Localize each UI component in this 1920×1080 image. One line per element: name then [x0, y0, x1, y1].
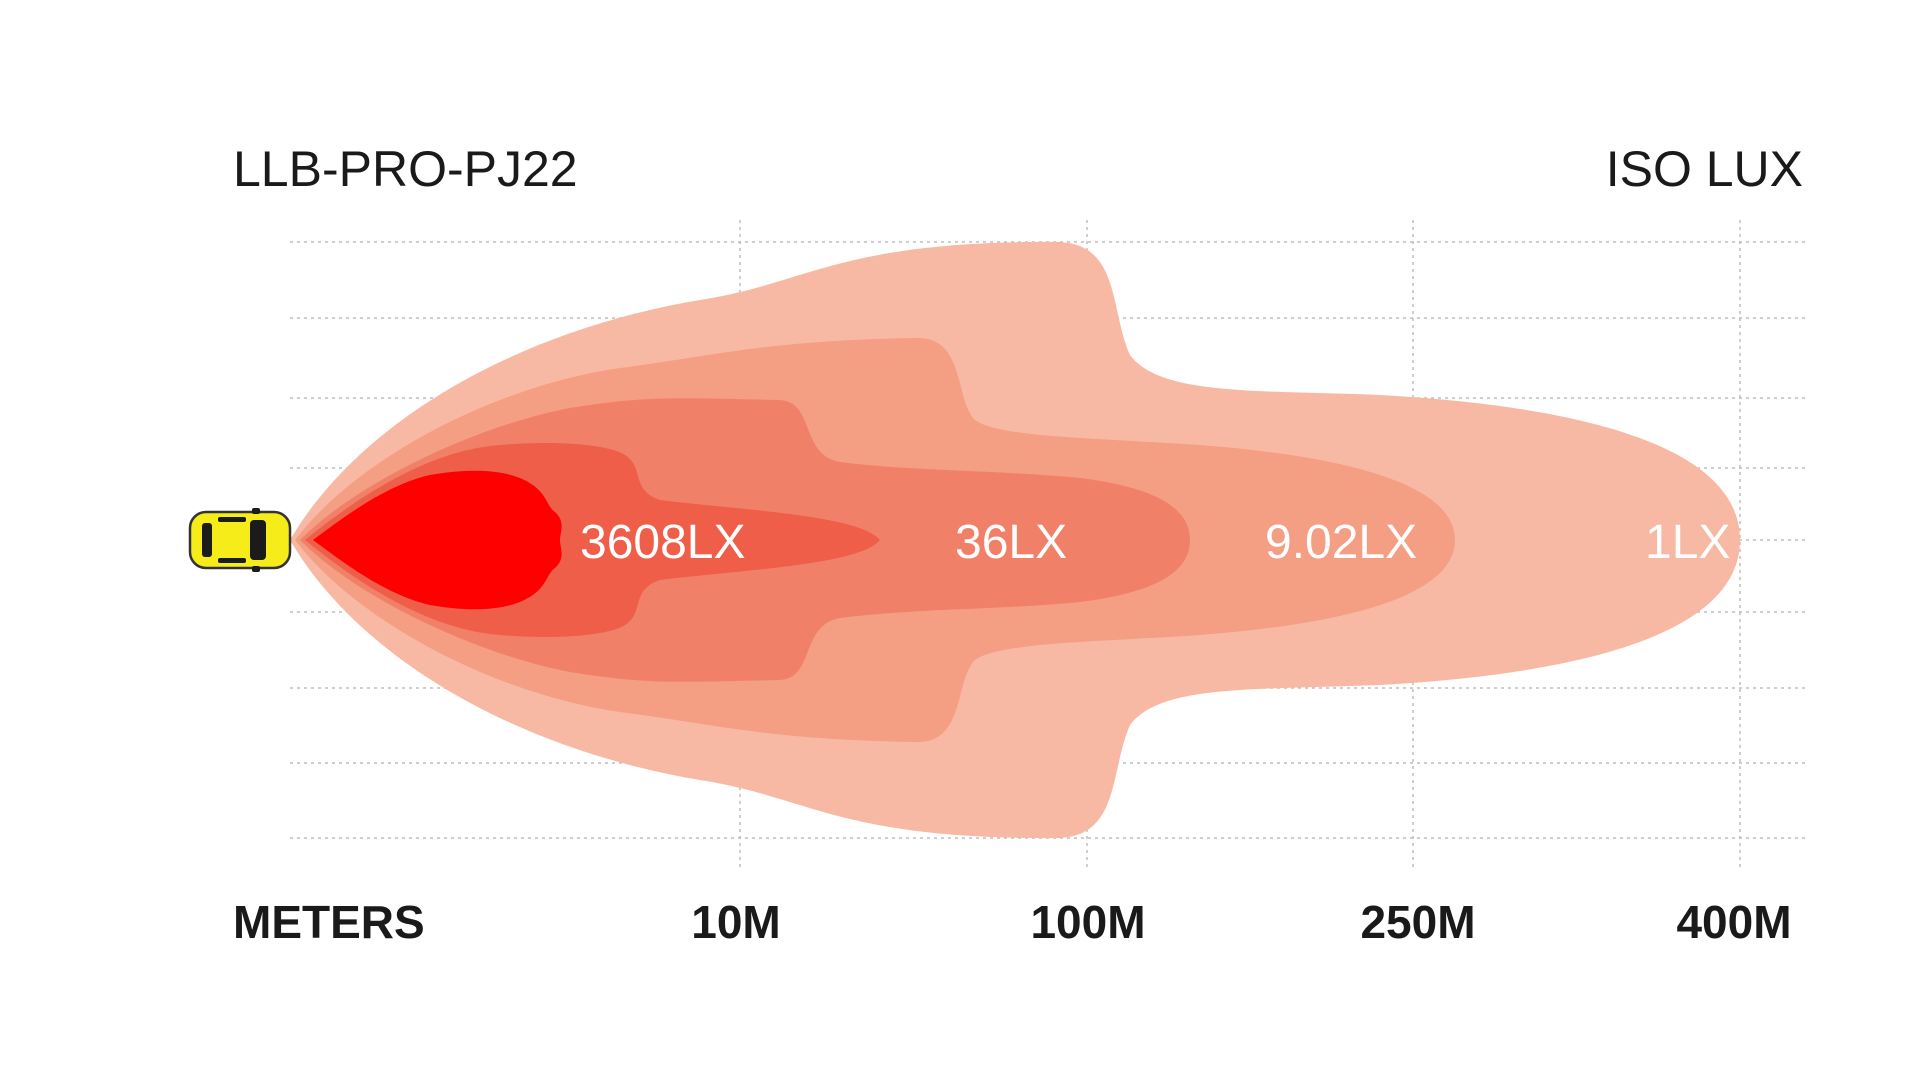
x-tick-label: 10M	[691, 896, 780, 948]
x-tick-label: 100M	[1030, 896, 1145, 948]
hotspot	[313, 470, 562, 610]
vehicle-windshield	[250, 520, 266, 560]
chart-subtitle: ISO LUX	[1606, 141, 1803, 197]
lux-label-1: 1LX	[1645, 516, 1730, 569]
beam-contours	[290, 241, 1740, 839]
x-axis-label: METERS	[233, 896, 425, 948]
vehicle-rear-window	[202, 523, 212, 557]
vehicle-side-window	[218, 558, 246, 563]
x-tick-label: 250M	[1360, 896, 1475, 948]
x-tick-label: 400M	[1676, 896, 1791, 948]
lux-label-3608: 3608LX	[580, 516, 746, 569]
lux-label-36: 36LX	[955, 516, 1067, 569]
vehicle-mirror	[252, 566, 260, 572]
chart-title: LLB-PRO-PJ22	[233, 141, 578, 197]
vehicle-side-window	[218, 517, 246, 522]
lux-label-9: 9.02LX	[1265, 516, 1417, 569]
vehicle-icon	[188, 508, 292, 572]
vehicle-mirror	[252, 508, 260, 514]
